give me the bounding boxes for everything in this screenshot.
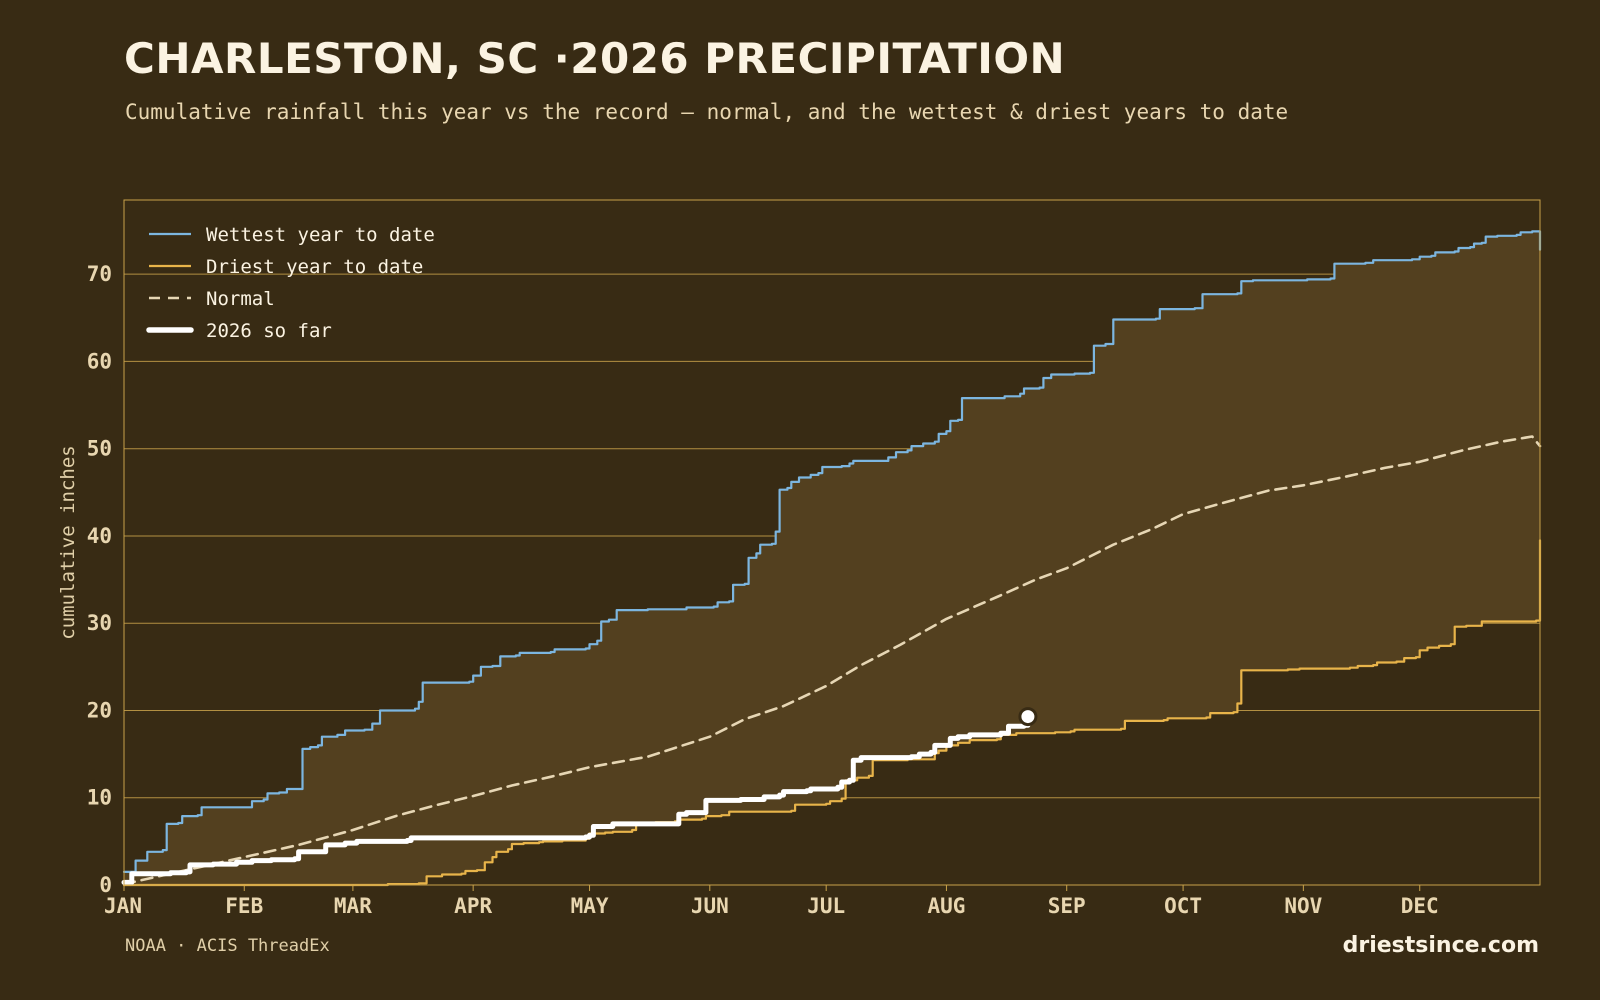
x-tick-label: JAN (104, 894, 142, 918)
y-tick-label: 40 (87, 524, 112, 548)
x-tick-label: MAR (334, 894, 372, 918)
series-layer (121, 230, 1542, 887)
y-tick-label: 20 (87, 698, 112, 722)
legend-2026: 2026 so far (146, 320, 332, 342)
chart-subtitle: Cumulative rainfall this year vs the rec… (125, 100, 1289, 124)
legend-label: Normal (206, 288, 275, 310)
plot-frame (123, 199, 1541, 886)
y-axis-label: cumulative inches (57, 445, 79, 639)
chart-title: CHARLESTON, SC ·2026 PRECIPITATION (124, 34, 1066, 83)
y-axis-ticks: 0 10 20 30 40 50 60 70 (87, 262, 112, 897)
wettest-series-line (122, 230, 1542, 873)
x-tick-label: JUN (691, 894, 729, 918)
y-tick-label: 10 (87, 786, 112, 810)
y-tick-label: 0 (99, 873, 112, 897)
legend-label: Driest year to date (206, 256, 423, 278)
current-year-series-line (121, 721, 1031, 885)
x-tick-label: FEB (225, 894, 263, 918)
x-tick-label: APR (454, 894, 492, 918)
driest-series-line (122, 539, 1542, 887)
legend-wettest: Wettest year to date (149, 224, 435, 246)
x-tick-label: OCT (1164, 894, 1202, 918)
normal-series-line (122, 435, 1542, 886)
x-tick-label: SEP (1048, 894, 1086, 918)
y-tick-label: 60 (87, 349, 112, 373)
y-tick-label: 50 (87, 437, 112, 461)
legend: Wettest year to date Driest year to date N… (146, 224, 435, 342)
legend-label: Wettest year to date (206, 224, 435, 246)
x-tick-label: NOV (1284, 894, 1322, 918)
current-value-marker (1018, 707, 1038, 727)
legend-normal: Normal (149, 288, 275, 310)
legend-driest: Driest year to date (149, 256, 423, 278)
y-tick-label: 30 (87, 611, 112, 635)
x-tick-label: JUL (807, 894, 845, 918)
legend-label: 2026 so far (206, 320, 332, 342)
x-tick-label: AUG (927, 894, 965, 918)
x-tick-label: DEC (1401, 894, 1439, 918)
record-range-band (124, 231, 1540, 885)
source-credit: NOAA · ACIS ThreadEx (125, 936, 330, 956)
x-axis-ticks: JAN FEB MAR APR MAY JUN JUL AUG SEP OCT NOV DEC (104, 885, 1439, 918)
x-tick-label: MAY (571, 894, 609, 918)
y-tick-label: 70 (87, 262, 112, 286)
brand-link[interactable]: driestsince.com (1342, 933, 1539, 958)
